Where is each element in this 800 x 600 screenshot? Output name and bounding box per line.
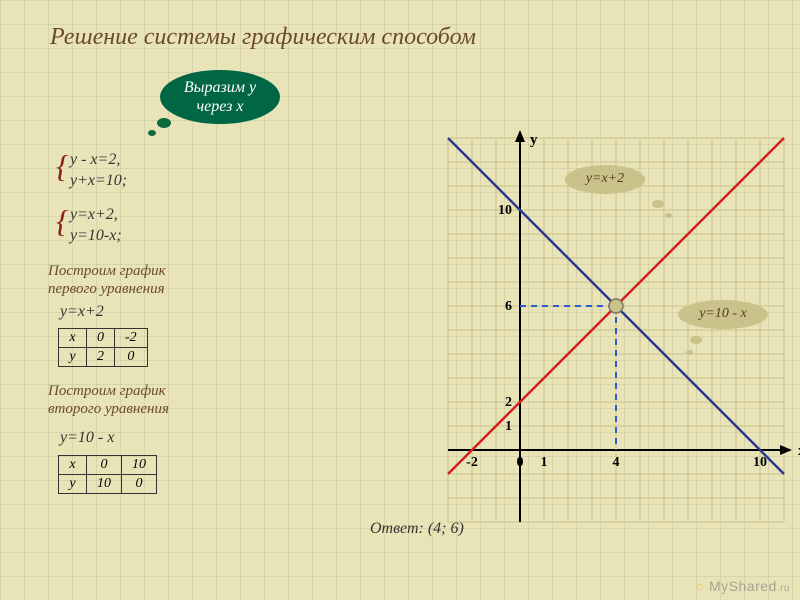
t2-xh: x [59, 456, 87, 475]
t1-x2: -2 [115, 329, 148, 348]
step2-text: Построим график второго уравнения [48, 382, 169, 418]
bubble-dot [157, 118, 171, 128]
bubble-line1-lbl: y=x+2 [565, 165, 645, 194]
watermark: ○ MyShared.ru [696, 578, 790, 594]
brace-icon-2: { [56, 201, 69, 243]
system-2: { y=x+2, y=10-x; [70, 205, 122, 247]
table-eq2: x 0 10 y 10 0 [58, 455, 157, 494]
svg-text:10: 10 [498, 203, 512, 218]
eq-second: y=10 - x [60, 428, 114, 449]
step1-l1: Построим график [48, 263, 166, 279]
bubble-dot-small [148, 130, 156, 136]
sys1-eq2: y+x=10; [70, 172, 127, 189]
watermark-text: MyShared [709, 578, 777, 594]
sys1-eq1: y - x=2, [70, 151, 120, 168]
svg-text:y: y [530, 132, 538, 148]
bubble1-dot2 [665, 213, 672, 218]
t2-x1: 0 [87, 456, 122, 475]
t2-x2: 10 [122, 456, 157, 475]
system-1: { y - x=2, y+x=10; [70, 150, 127, 192]
bubble-line2: через x [197, 98, 244, 115]
sys2-eq1: y=x+2, [70, 206, 118, 223]
brace-icon: { [56, 146, 69, 188]
table-eq1: x 0 -2 y 2 0 [58, 328, 148, 367]
t1-xh: x [59, 329, 87, 348]
bubble-line1: Выразим y [184, 79, 256, 96]
svg-text:4: 4 [613, 455, 620, 470]
svg-text:-2: -2 [466, 455, 478, 470]
step1-l2: первого уравнения [48, 281, 165, 297]
bubble1-dot [652, 200, 664, 208]
svg-text:10: 10 [753, 455, 767, 470]
step2-l1: Построим график [48, 383, 166, 399]
svg-text:2: 2 [505, 395, 512, 410]
answer-text: Ответ: (4; 6) [370, 520, 464, 538]
eq-first: y=x+2 [60, 302, 104, 323]
t2-y1: 10 [87, 475, 122, 494]
bubble-line2-lbl: y=10 - x [678, 300, 768, 329]
t1-x1: 0 [87, 329, 115, 348]
t1-y1: 2 [87, 348, 115, 367]
t1-yh: y [59, 348, 87, 367]
svg-text:1: 1 [541, 455, 548, 470]
t2-yh: y [59, 475, 87, 494]
t2-y2: 0 [122, 475, 157, 494]
svg-text:1: 1 [505, 419, 512, 434]
step1-text: Построим график первого уравнения [48, 262, 166, 298]
bubble2-dot [690, 336, 702, 344]
chart-area: 12610-201410xy [350, 140, 770, 530]
bubble-express: Выразим y через x [160, 70, 280, 124]
page-title: Решение системы графическим способом [50, 24, 476, 51]
bubble2-dot2 [686, 350, 693, 355]
svg-text:0: 0 [517, 455, 524, 470]
sys2-eq2: y=10-x; [70, 227, 122, 244]
svg-text:6: 6 [505, 299, 512, 314]
bubble-line2-text: y=10 - x [699, 306, 747, 321]
t1-y2: 0 [115, 348, 148, 367]
step2-l2: второго уравнения [48, 401, 169, 417]
bubble-line1-text: y=x+2 [586, 171, 624, 186]
